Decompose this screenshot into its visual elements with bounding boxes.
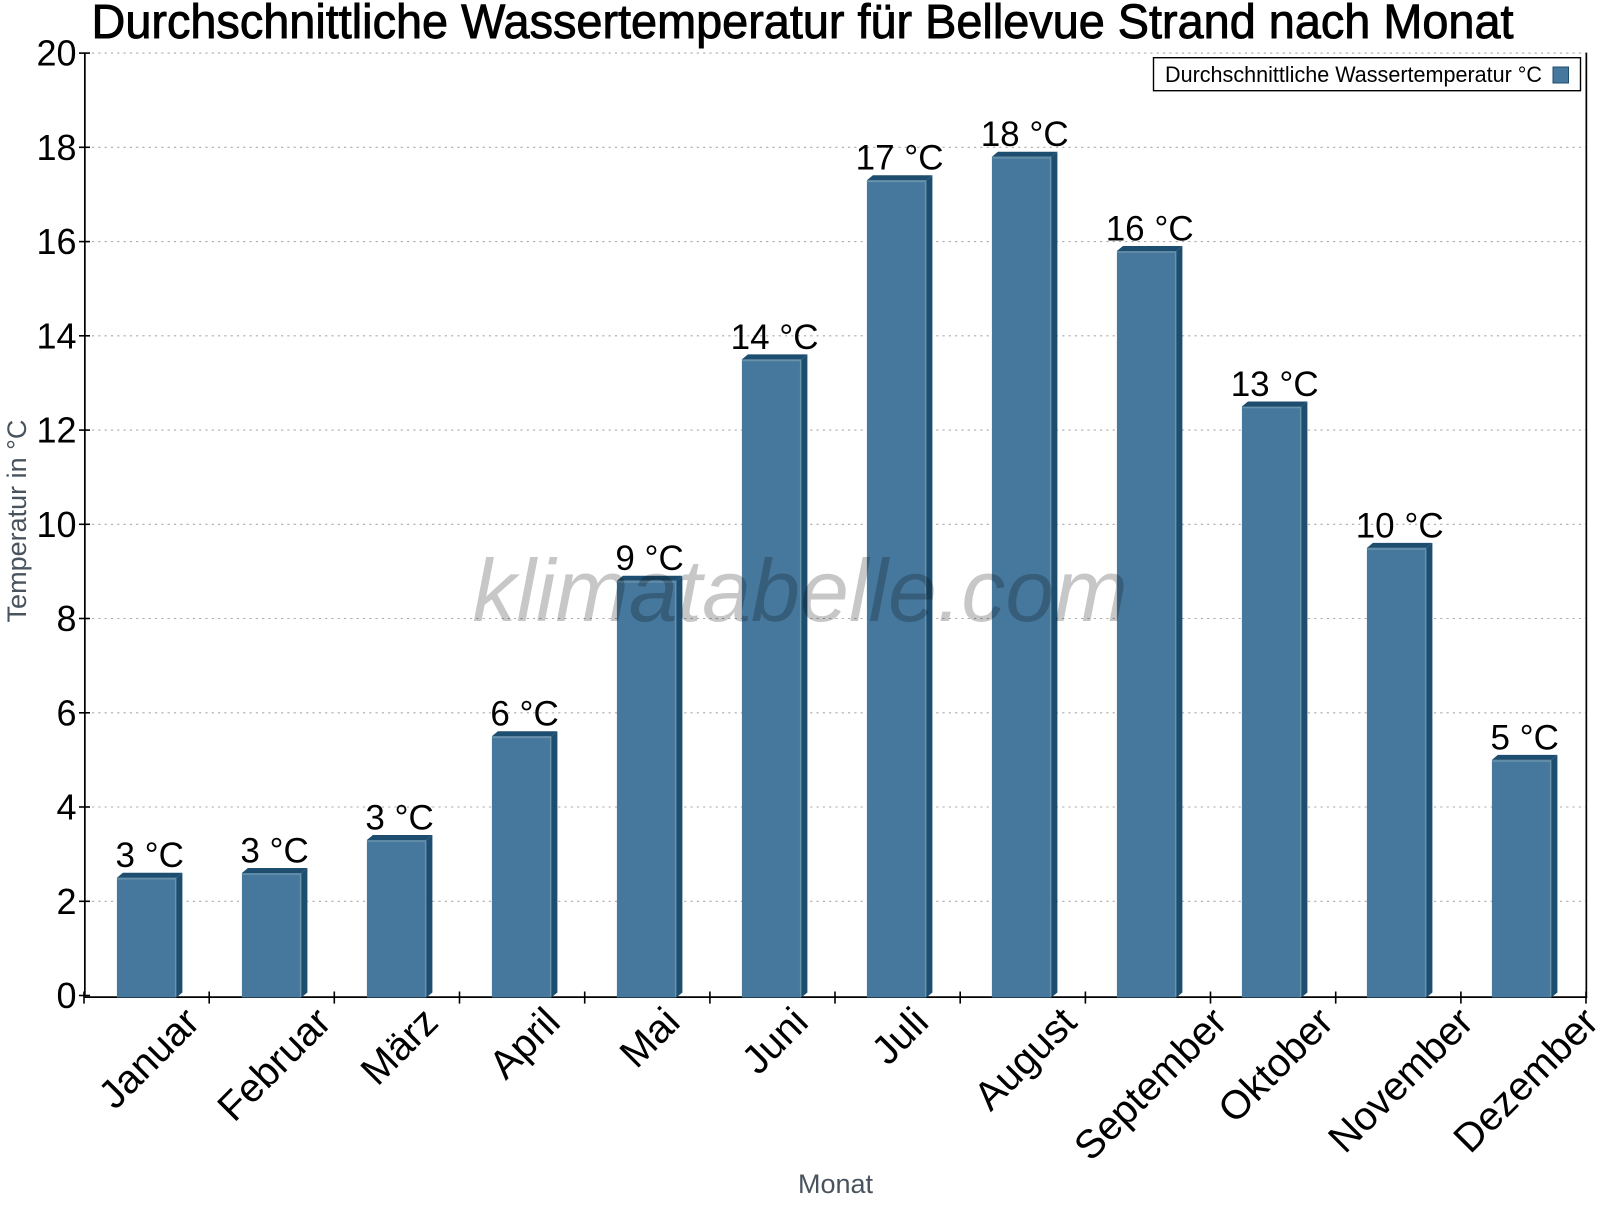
svg-text:6: 6 — [56, 692, 76, 733]
svg-text:9 °C: 9 °C — [615, 539, 683, 578]
svg-text:10 °C: 10 °C — [1356, 506, 1444, 545]
svg-text:Durchschnittliche Wassertemper: Durchschnittliche Wassertemperatur °C — [1165, 62, 1542, 87]
svg-text:Monat: Monat — [798, 1169, 874, 1199]
svg-text:0: 0 — [56, 975, 76, 1016]
svg-text:4: 4 — [56, 787, 76, 828]
svg-text:Durchschnittliche Wassertemper: Durchschnittliche Wassertemperatur für B… — [92, 0, 1514, 49]
svg-text:12: 12 — [36, 410, 76, 451]
svg-text:2: 2 — [56, 881, 76, 922]
svg-text:16 °C: 16 °C — [1106, 209, 1194, 248]
svg-text:klimatabelle.com: klimatabelle.com — [472, 541, 1127, 640]
svg-text:5 °C: 5 °C — [1490, 718, 1558, 757]
svg-text:10: 10 — [36, 504, 76, 545]
svg-text:13 °C: 13 °C — [1231, 365, 1319, 404]
svg-text:14: 14 — [36, 315, 76, 356]
svg-text:18: 18 — [36, 127, 76, 168]
svg-text:20: 20 — [36, 33, 76, 74]
svg-text:Temperatur in °C: Temperatur in °C — [2, 420, 32, 623]
svg-text:3 °C: 3 °C — [115, 836, 183, 875]
svg-text:14 °C: 14 °C — [731, 318, 819, 357]
svg-text:3 °C: 3 °C — [240, 831, 308, 870]
svg-text:16: 16 — [36, 221, 76, 262]
svg-text:3 °C: 3 °C — [365, 798, 433, 837]
svg-text:17 °C: 17 °C — [856, 139, 944, 178]
svg-text:6 °C: 6 °C — [490, 695, 558, 734]
svg-text:18 °C: 18 °C — [981, 115, 1069, 154]
svg-text:8: 8 — [56, 598, 76, 639]
